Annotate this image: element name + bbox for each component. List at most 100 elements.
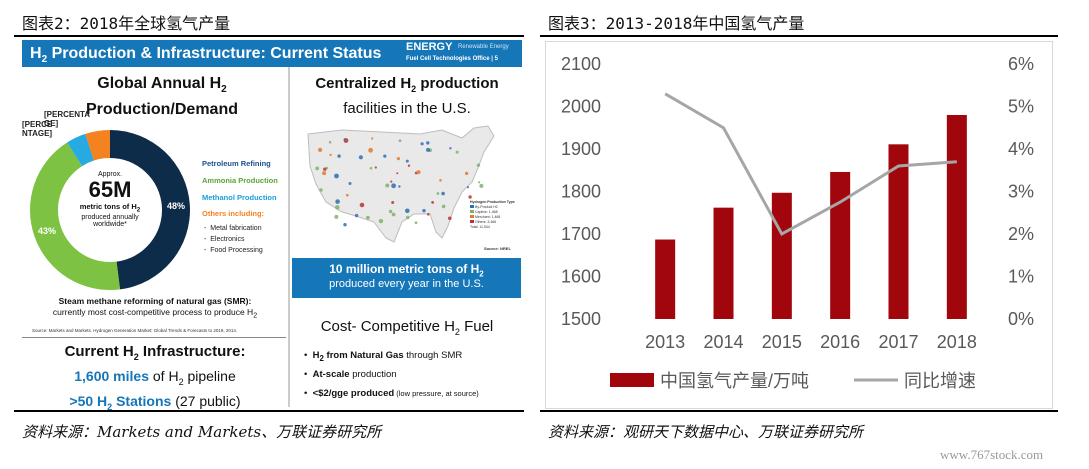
others-item-3: - Food Processing <box>204 247 263 254</box>
production-chart: 1500 1600 1700 1800 1900 2000 2100 0% 1% 2% 3% 4% 5%… <box>561 54 1034 391</box>
cost-bullet-2: • At-scale production <box>304 369 397 380</box>
map-facility-dot <box>391 183 396 189</box>
map-facility-dot <box>335 199 340 204</box>
map-facility-dot <box>346 193 349 197</box>
legend-ammonia: Ammonia Production <box>202 176 278 185</box>
y-left-tick-label: 1800 <box>561 182 601 202</box>
map-facility-dot <box>436 192 440 195</box>
map-facility-dot <box>396 172 399 175</box>
map-facility-dot <box>426 147 430 152</box>
donut-label-refining: 48% <box>167 201 186 211</box>
center-line3: worldwide* <box>93 220 127 228</box>
x-tick-label: 2015 <box>762 332 802 352</box>
small-source: Source: Markets and Markets. Hydrogen Ge… <box>32 328 238 333</box>
center-divider <box>288 67 290 407</box>
map-facility-dot <box>448 216 452 221</box>
y-left-tick-label: 1900 <box>561 139 601 159</box>
cost-bullet-3: • <$2/gge produced (low pressure, at sou… <box>304 388 479 399</box>
donut-label-ammonia: 43% <box>38 226 57 236</box>
map-facility-dot <box>420 142 424 146</box>
center-line1: metric tons of H2 <box>79 202 141 214</box>
left-panel-divider <box>22 337 286 338</box>
map-facility-dot <box>329 153 332 157</box>
right-chart-frame: 1500 1600 1700 1800 1900 2000 2100 0% 1% 2% 3% 4% 5%… <box>545 41 1053 409</box>
energy-sub-2: Fuel Cell Technologies Office | 5 <box>406 56 498 62</box>
cost-bullet-1: • H2 from Natural Gas through SMR <box>304 350 463 363</box>
us-map <box>307 125 495 243</box>
map-facility-dot <box>441 191 445 196</box>
map-facility-dot <box>431 201 434 204</box>
centralized-heading: Centralized H2 production facilities in … <box>315 75 499 117</box>
others-item-1: - Metal fabrication <box>204 225 262 232</box>
map-facility-dot <box>319 188 323 192</box>
map-facility-dot <box>369 166 373 170</box>
x-tick-label: 2018 <box>937 332 977 352</box>
map-facility-dot <box>406 215 410 220</box>
y-right-tick-label: 1% <box>1008 267 1034 287</box>
legend-others: Others including: <box>202 209 265 218</box>
donut-chart <box>29 130 191 290</box>
cost-heading: Cost- Competitive H2 Fuel <box>320 318 494 337</box>
y-right-tick-label: 6% <box>1008 54 1034 74</box>
y-left-tick-label: 1500 <box>561 309 601 329</box>
bar-2016 <box>830 171 851 319</box>
bar-2014 <box>713 207 734 319</box>
donut-segment-2 <box>29 142 121 290</box>
map-facility-dot <box>334 214 339 219</box>
right-figure-title: 图表3：2013-2018年中国氢气产量 <box>548 14 805 33</box>
map-facility-dot <box>416 170 421 175</box>
bar-2013 <box>655 239 676 319</box>
map-facility-dot <box>407 164 411 167</box>
watermark-text: www.767stock.com <box>940 447 1044 462</box>
others-item-2: - Electronics <box>204 236 245 243</box>
map-facility-dot <box>441 204 446 209</box>
map-facility-dot <box>405 159 409 163</box>
map-facility-dot <box>337 154 341 158</box>
map-facility-dot <box>398 139 402 143</box>
map-source: Source: NREL <box>484 246 511 251</box>
donut-segment-3 <box>67 133 94 167</box>
map-facility-dot <box>439 179 442 182</box>
left-title-rule <box>14 35 524 37</box>
y-right-tick-label: 4% <box>1008 139 1034 159</box>
map-facility-dot <box>476 163 481 167</box>
map-facility-dot <box>328 140 332 144</box>
donut-label-methanol: [PERCENTAGE] <box>44 110 91 128</box>
right-figure-source: 资料来源：观研天下数据中心、万联证券研究所 <box>548 423 864 441</box>
y-left-tick-label: 1700 <box>561 224 601 244</box>
left-figure-title: 图表2：2018年全球氢气产量 <box>22 14 231 33</box>
map-facility-dot <box>318 147 323 152</box>
map-facility-dot <box>358 155 363 160</box>
map-facility-dot <box>378 218 384 224</box>
map-facility-dot <box>359 202 365 208</box>
smr-text: Steam methane reforming of natural gas (… <box>52 296 258 320</box>
bar-2018 <box>946 115 967 319</box>
map-facility-dot <box>391 201 395 204</box>
growth-rate-line <box>664 92 957 237</box>
map-facility-dot <box>343 223 347 227</box>
map-facility-dot <box>464 171 469 176</box>
energy-logo: ENERGY <box>406 41 453 53</box>
map-facility-dot <box>390 180 393 183</box>
map-facility-dot <box>374 166 377 169</box>
y-right-tick-label: 0% <box>1008 309 1034 329</box>
donut-label-others: [PERCENTAGE] <box>22 120 53 138</box>
map-facility-dot <box>468 195 472 199</box>
map-facility-dot <box>385 183 390 188</box>
map-facility-dot <box>368 147 373 153</box>
map-facility-dot <box>414 221 418 225</box>
map-facility-dot <box>335 205 340 210</box>
map-facility-dot <box>391 212 396 217</box>
map-facility-dot <box>383 154 387 158</box>
x-tick-label: 2013 <box>645 332 685 352</box>
right-title-rule <box>540 35 1058 37</box>
map-facility-dot <box>354 213 359 218</box>
y-left-tick-label: 2000 <box>561 97 601 117</box>
map-facility-dot <box>343 138 346 141</box>
y-right-tick-label: 2% <box>1008 224 1034 244</box>
ten-million-box: 10 million metric tons of H2 produced ev… <box>292 258 521 298</box>
y-right-tick-label: 5% <box>1008 97 1034 117</box>
bar-2017 <box>888 144 909 319</box>
map-facility-dot <box>323 167 327 171</box>
map-facility-dot <box>478 181 481 184</box>
